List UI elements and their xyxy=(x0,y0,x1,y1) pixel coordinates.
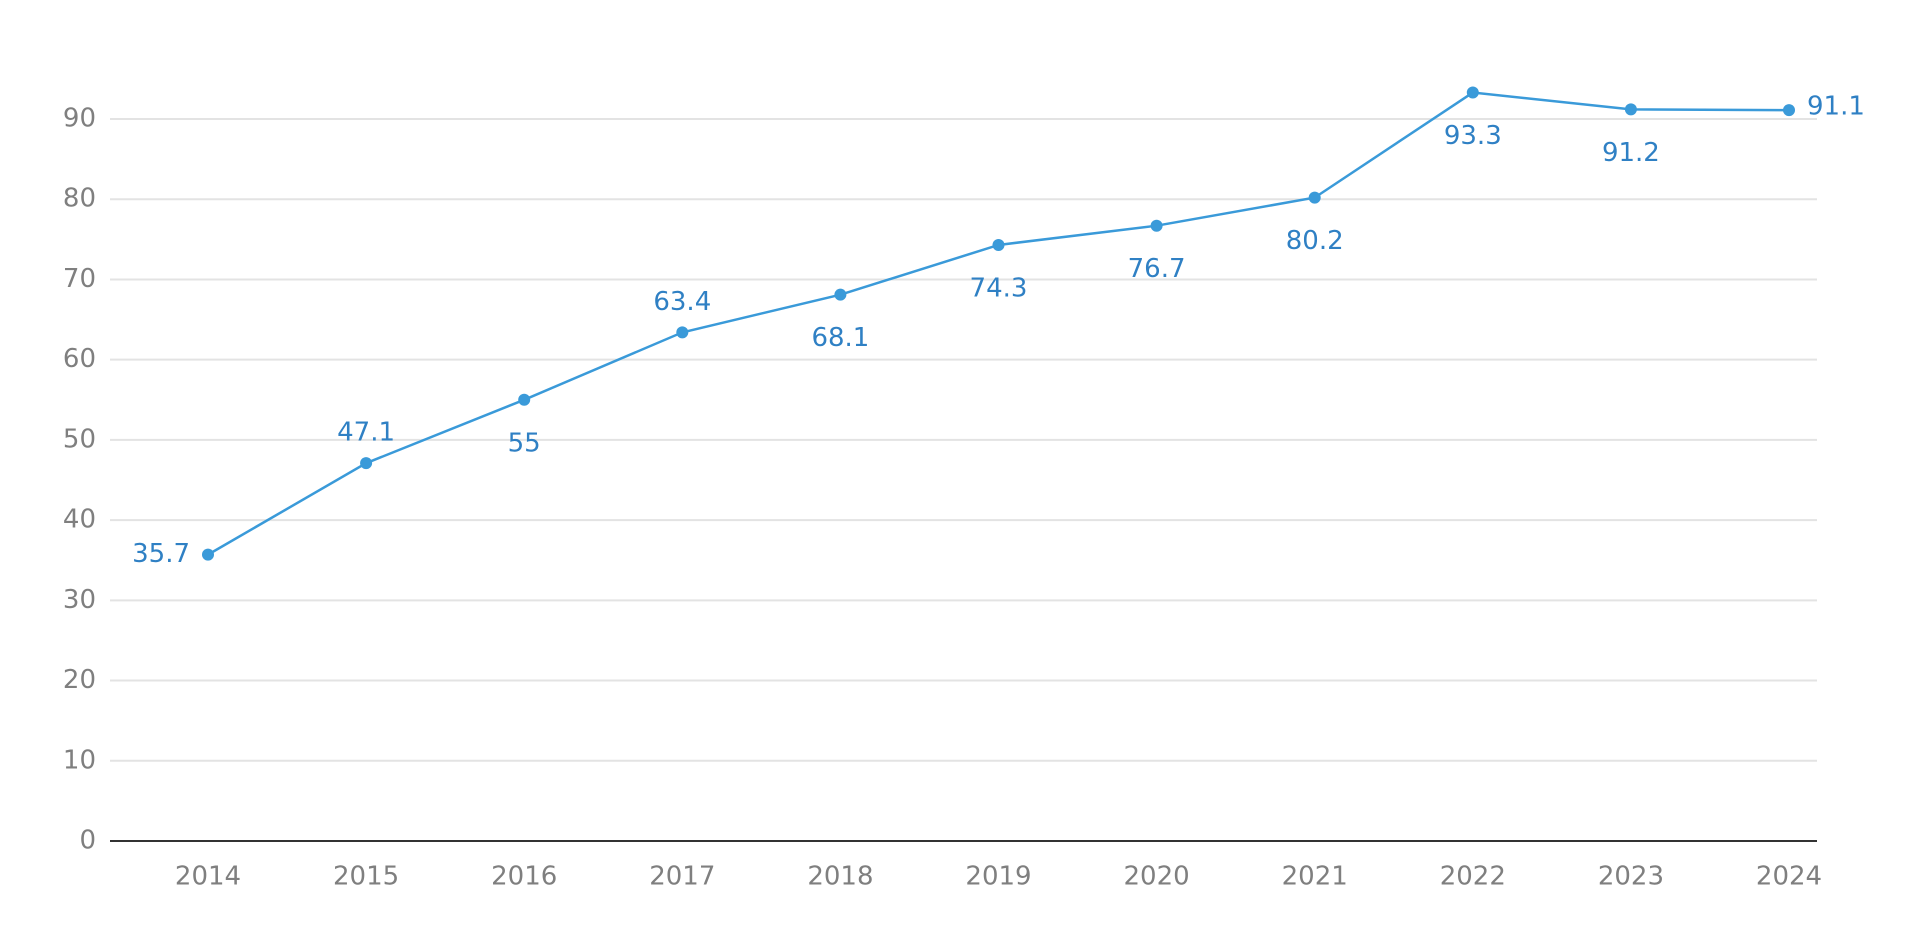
y-tick-label: 90 xyxy=(63,104,96,134)
y-tick-label: 20 xyxy=(63,665,96,695)
data-point xyxy=(518,393,531,406)
data-label: 80.2 xyxy=(1286,226,1344,256)
x-tick-label: 2019 xyxy=(965,862,1031,892)
data-label: 35.7 xyxy=(132,539,190,569)
data-label: 47.1 xyxy=(337,418,395,448)
data-line xyxy=(207,91,1790,556)
x-tick-label: 2022 xyxy=(1440,862,1506,892)
data-label: 63.4 xyxy=(653,287,711,317)
data-label: 74.3 xyxy=(970,273,1028,303)
data-point xyxy=(834,288,847,301)
data-label: 76.7 xyxy=(1128,254,1186,284)
y-tick-label: 60 xyxy=(63,344,96,374)
x-tick-label: 2015 xyxy=(333,862,399,892)
data-point xyxy=(1466,86,1479,99)
x-tick-label: 2017 xyxy=(649,862,715,892)
data-point xyxy=(360,457,373,470)
x-tick-label: 2016 xyxy=(491,862,557,892)
y-tick-label: 10 xyxy=(63,745,96,775)
data-label: 68.1 xyxy=(811,323,869,353)
x-tick-label: 2024 xyxy=(1756,862,1822,892)
y-tick-label: 70 xyxy=(63,264,96,294)
data-label: 93.3 xyxy=(1444,121,1502,151)
data-point xyxy=(1308,191,1321,204)
y-tick-label: 30 xyxy=(63,585,96,615)
data-point xyxy=(1150,219,1163,232)
x-tick-label: 2020 xyxy=(1124,862,1190,892)
data-point xyxy=(1624,103,1637,116)
y-tick-label: 0 xyxy=(79,826,96,856)
x-tick-label: 2018 xyxy=(807,862,873,892)
data-point xyxy=(202,548,214,561)
y-tick-label: 40 xyxy=(63,505,96,535)
y-tick-label: 80 xyxy=(63,184,96,214)
y-tick-label: 50 xyxy=(63,424,96,454)
data-point xyxy=(1783,104,1795,117)
x-tick-label: 2021 xyxy=(1282,862,1348,892)
data-point xyxy=(992,238,1005,251)
x-tick-label: 2014 xyxy=(175,862,241,892)
data-label: 91.1 xyxy=(1807,92,1865,122)
data-label: 91.2 xyxy=(1602,138,1660,168)
data-point xyxy=(676,326,689,339)
data-label: 55 xyxy=(508,428,541,458)
x-tick-label: 2023 xyxy=(1598,862,1664,892)
